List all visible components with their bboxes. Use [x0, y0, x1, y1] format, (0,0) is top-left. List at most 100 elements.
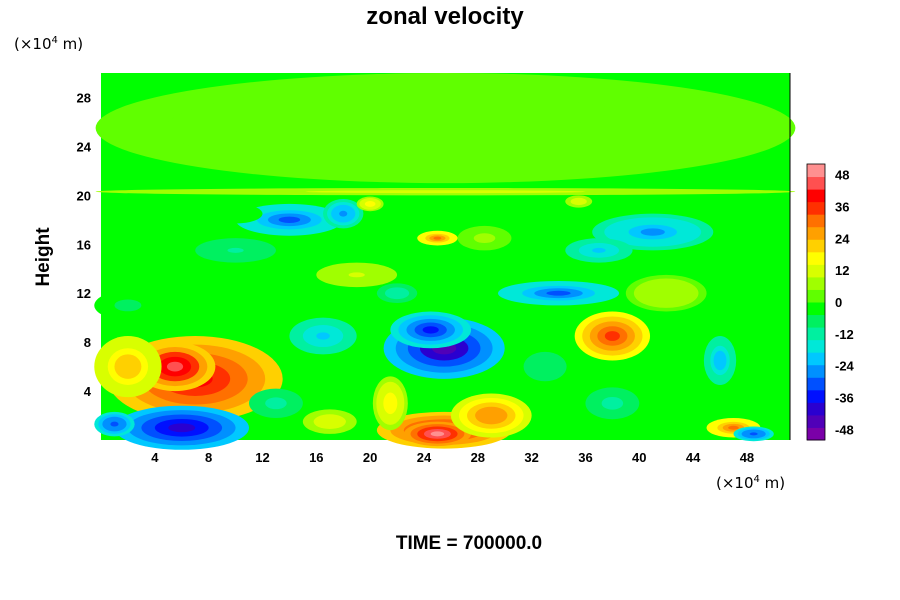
heatmap-contour-band	[658, 289, 675, 297]
colorbar-swatch	[807, 276, 825, 290]
x-tick-label: 48	[740, 450, 754, 465]
heatmap-contour-band	[479, 235, 490, 241]
heatmap-contour-band	[278, 216, 301, 223]
heatmap-contour-band	[227, 247, 244, 253]
heatmap-contour-band	[367, 202, 373, 206]
heatmap-contour-band	[375, 117, 516, 140]
heatmap-feature	[94, 336, 162, 398]
colorbar-tick-label: 0	[835, 295, 842, 310]
colorbar-swatch	[807, 201, 825, 215]
colorbar-swatch	[807, 427, 825, 441]
heatmap-feature	[565, 238, 633, 263]
heatmap-feature	[703, 336, 737, 385]
y-tick-label: 20	[77, 188, 91, 203]
heatmap-contour-band	[386, 397, 394, 409]
colorbar-blocks	[807, 164, 825, 441]
heatmap-contour-band	[316, 332, 330, 340]
heatmap-contour-band	[339, 210, 348, 217]
heatmap-contour-band	[110, 421, 119, 427]
heatmap-contour-band	[121, 360, 135, 373]
heatmap-feature	[316, 262, 398, 288]
heatmap-feature	[289, 317, 357, 355]
heatmap-feature	[518, 348, 572, 385]
colorbar-swatch	[807, 414, 825, 428]
colorbar-swatch	[807, 176, 825, 190]
heatmap-feature	[302, 409, 357, 434]
heatmap-feature	[457, 225, 512, 251]
x-tick-label: 8	[205, 450, 212, 465]
heatmap-feature	[592, 213, 714, 251]
colorbar-tick-label: -48	[835, 422, 854, 437]
heatmap-feature	[625, 274, 707, 312]
colorbar-swatch	[807, 164, 825, 178]
heatmap-contour-band	[716, 355, 724, 366]
heatmap-contour-band	[592, 247, 606, 253]
heatmap-feature	[235, 203, 344, 236]
heatmap-feature	[733, 426, 774, 442]
x-tick-label: 44	[686, 450, 701, 465]
colorbar-swatch	[807, 289, 825, 303]
colorbar-swatch	[807, 226, 825, 240]
colorbar-swatch	[807, 389, 825, 403]
colorbar-swatch	[807, 314, 825, 328]
heatmap-feature	[390, 311, 472, 349]
heatmap-feature	[208, 203, 263, 224]
y-tick-label: 16	[77, 237, 91, 252]
heatmap-feature	[417, 230, 458, 246]
x-axis-unit: (×104 m)	[716, 474, 785, 492]
colorbar-swatch	[807, 264, 825, 278]
colorbar-tick-label: -36	[835, 391, 854, 406]
heatmap-feature	[565, 195, 593, 208]
heatmap-feature	[376, 283, 418, 303]
colorbar-swatch	[807, 239, 825, 253]
heatmap-contour-band	[121, 302, 135, 309]
y-axis-unit: (×104 m)	[14, 35, 83, 53]
heatmap-field	[94, 73, 796, 450]
heatmap-contour-band	[483, 411, 500, 420]
heatmap-contour-band	[640, 228, 665, 236]
heatmap-contour-band	[166, 361, 184, 372]
heatmap-contour-band	[728, 425, 739, 430]
heatmap-contour-band	[433, 236, 442, 240]
heatmap-contour-band	[270, 400, 282, 407]
colorbar-swatch	[807, 189, 825, 203]
colorbar-tick-label: 24	[835, 231, 850, 246]
heatmap-contour-band	[393, 291, 402, 296]
plot-area	[94, 73, 796, 450]
colorbar-frame	[806, 163, 826, 441]
heatmap-contour-band	[546, 290, 571, 296]
colorbar-swatch	[807, 327, 825, 341]
x-tick-label: 16	[309, 450, 323, 465]
heatmap-contour-band	[348, 272, 365, 278]
colorbar-swatch	[807, 352, 825, 366]
heatmap-feature	[195, 238, 276, 263]
x-tick-label: 12	[255, 450, 269, 465]
x-tick-label: 32	[524, 450, 538, 465]
chart-title: zonal velocity	[366, 3, 524, 30]
heatmap-contour-band	[422, 326, 439, 334]
x-tick-label: 20	[363, 450, 377, 465]
colorbar-swatch	[807, 377, 825, 391]
colorbar-swatch	[807, 402, 825, 416]
heatmap-contour-band	[324, 419, 336, 425]
y-tick-label: 24	[77, 139, 92, 154]
colorbar-labels: 48 36 24 12 0 -12 -24 -36 -48	[835, 168, 855, 438]
heatmap-feature	[574, 311, 651, 361]
heatmap-contour-band	[576, 200, 582, 203]
heatmap-contour-band	[604, 331, 620, 341]
heatmap-feature	[372, 376, 408, 431]
heatmap-feature	[403, 421, 472, 447]
heatmap-feature	[497, 280, 620, 306]
x-tick-label: 24	[417, 450, 432, 465]
heatmap-feature	[356, 196, 384, 212]
colorbar-swatch	[807, 302, 825, 316]
x-tick-label: 36	[578, 450, 592, 465]
heatmap-contour-band	[375, 190, 516, 193]
y-tick-label: 28	[77, 90, 91, 105]
y-axis-label: Height	[33, 227, 54, 287]
colorbar: 48 36 24 12 0 -12 -24 -36 -48	[806, 163, 855, 441]
heatmap-feature	[585, 387, 640, 420]
heatmap-feature	[95, 73, 796, 184]
time-label: TIME = 700000.0	[396, 533, 542, 554]
